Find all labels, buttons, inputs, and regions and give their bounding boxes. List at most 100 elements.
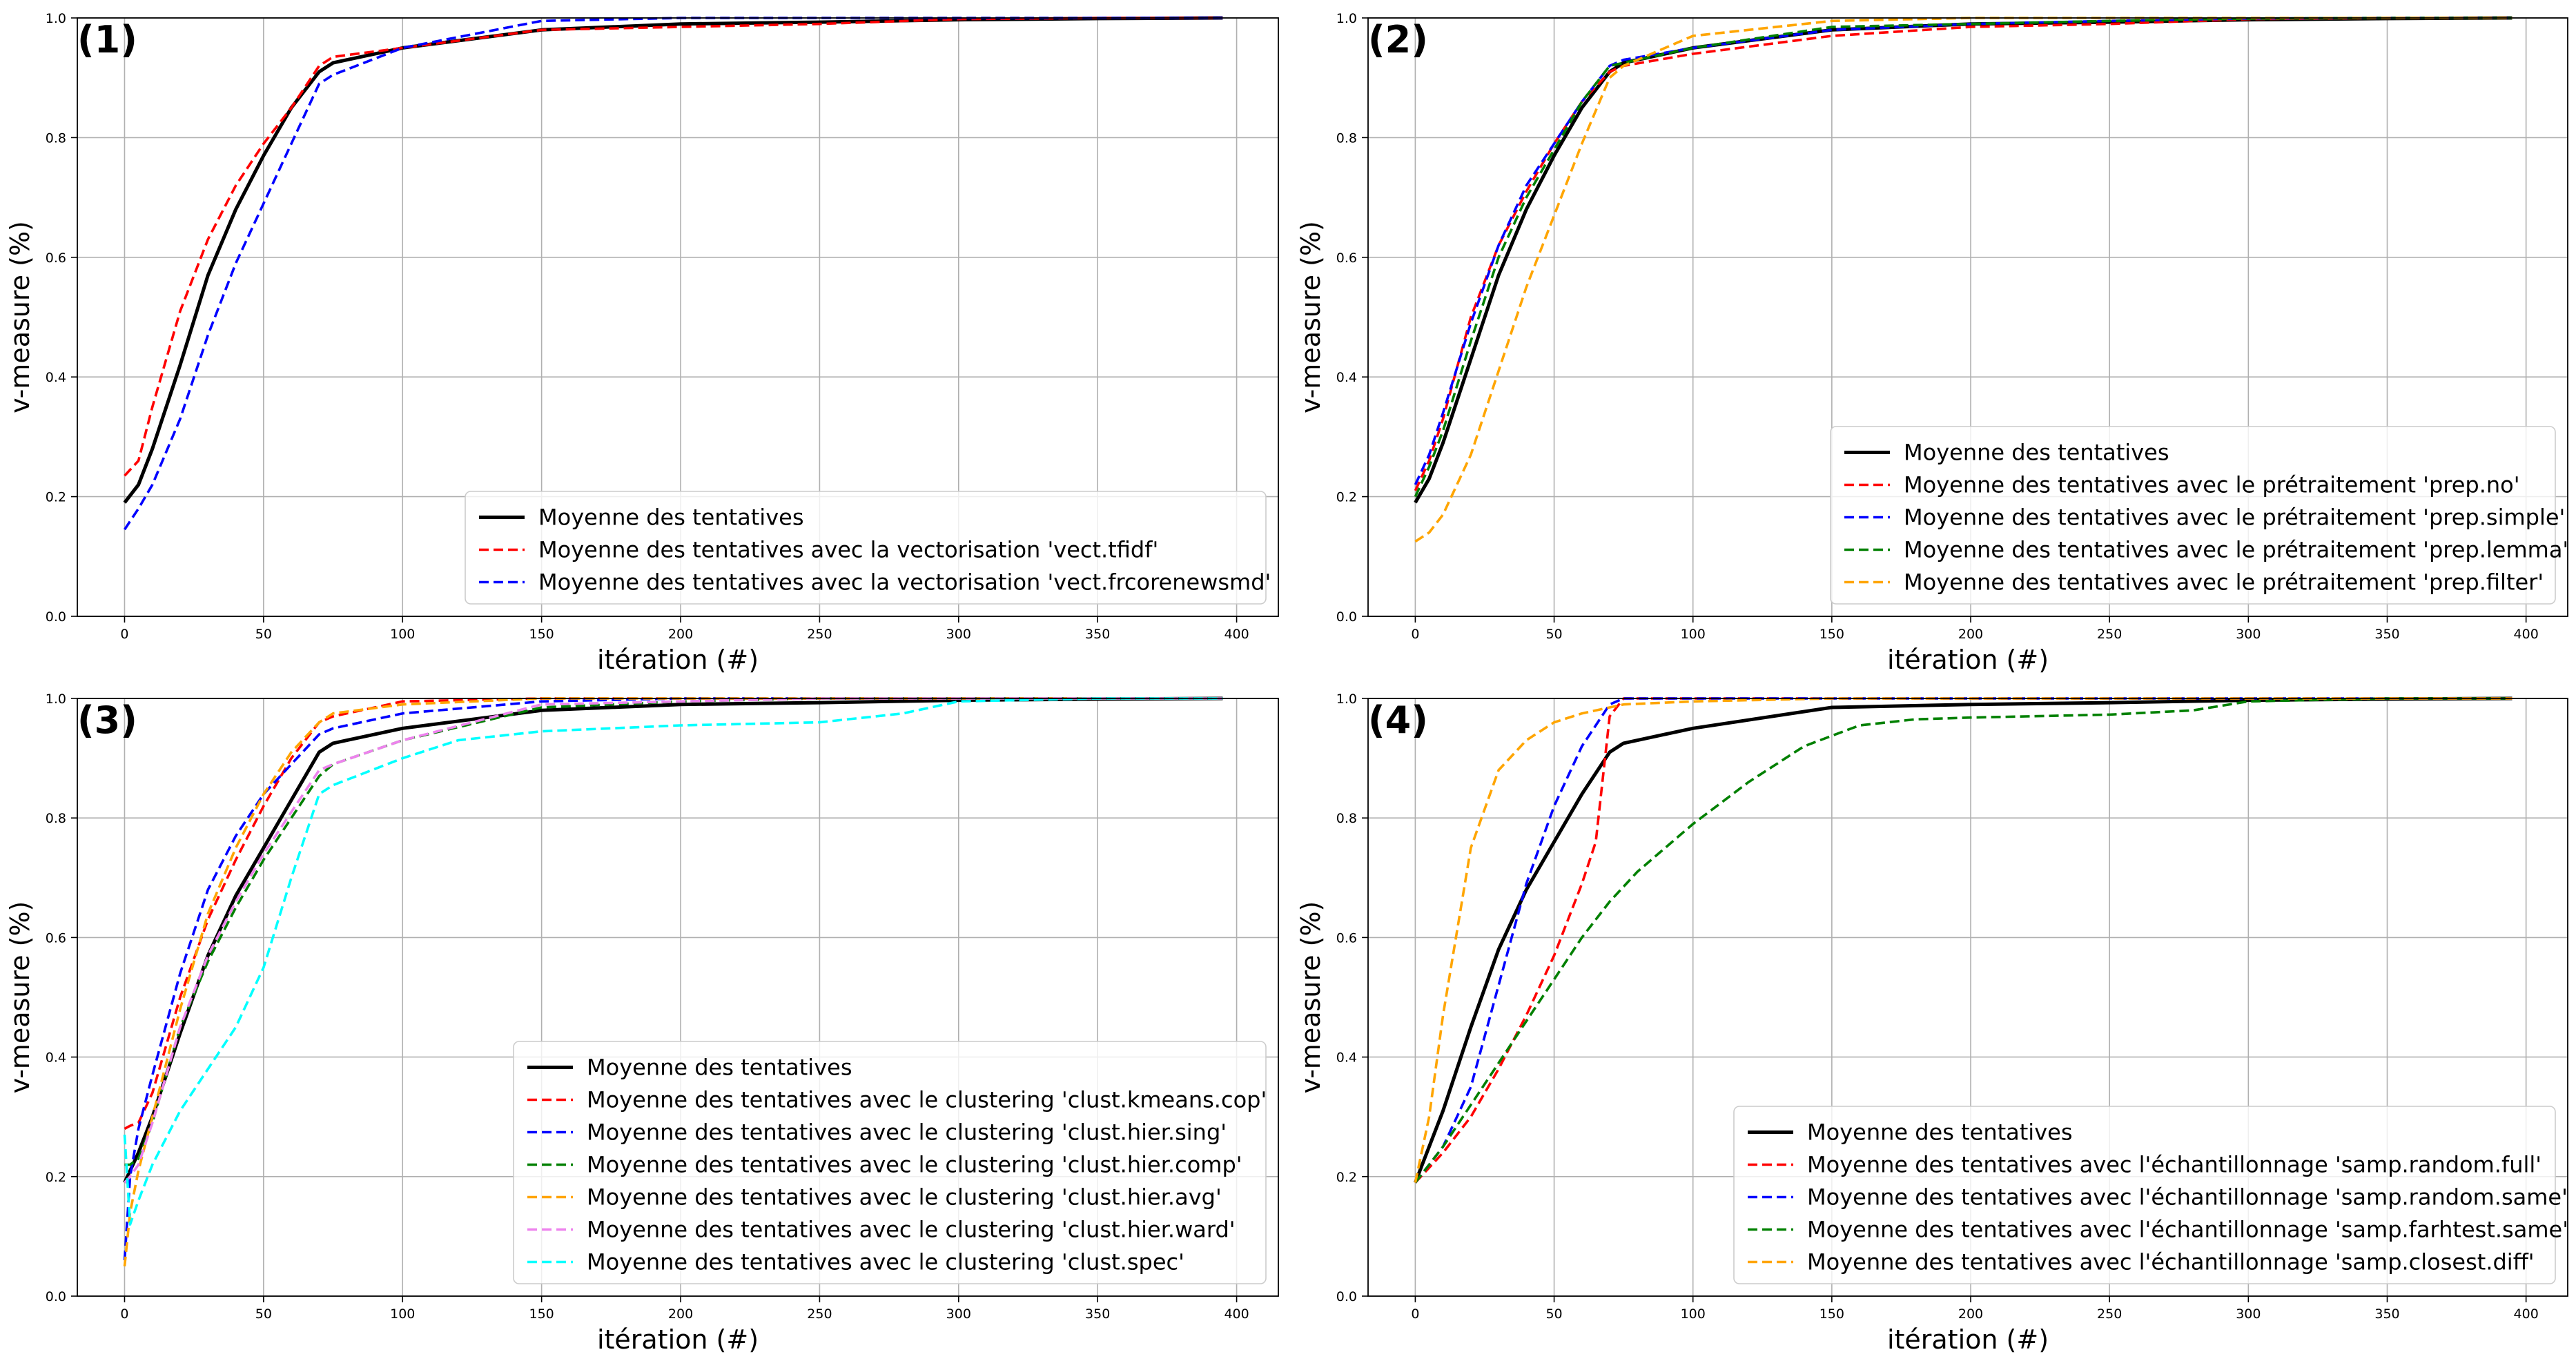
legend-label: Moyenne des tentatives avec l'échantillo… (1807, 1184, 2568, 1211)
y-tick-label: 0.8 (1336, 811, 1357, 826)
x-tick-label: 250 (2097, 1306, 2122, 1322)
series-line-0 (1414, 696, 2512, 1184)
x-tick-label: 300 (2236, 627, 2261, 642)
legend: Moyenne des tentatives Moyenne des tentat… (1733, 1106, 2568, 1284)
legend: Moyenne des tentatives Moyenne des tentat… (1830, 426, 2568, 605)
y-tick-label: 0.2 (1336, 490, 1357, 505)
y-tick-label: 1.0 (1336, 11, 1357, 26)
x-tick-label: 200 (1958, 1306, 1983, 1322)
x-tick-label: 50 (255, 1306, 272, 1322)
x-tick-label: 350 (2374, 1306, 2399, 1322)
series-line-4 (1414, 697, 2512, 1183)
x-tick-label: 400 (2514, 627, 2539, 642)
panel-tag: (3) (77, 698, 137, 742)
x-tick-label: 350 (1085, 627, 1110, 642)
y-tick-label: 0.8 (1336, 130, 1357, 146)
legend-box (1830, 426, 2556, 605)
legend: Moyenne des tentatives Moyenne des tentat… (513, 1041, 1267, 1284)
x-tick-label: 0 (120, 627, 128, 642)
legend-label: Moyenne des tentatives avec l'échantillo… (1807, 1152, 2541, 1178)
x-tick-label: 50 (1545, 1306, 1562, 1322)
series-line-1 (1414, 17, 2512, 491)
legend-label: Moyenne des tentatives (587, 1055, 852, 1081)
y-axis-label: v-measure (%) (5, 901, 35, 1094)
y-tick-label: 1.0 (46, 692, 66, 707)
x-axis-label: itération (#) (1887, 645, 2049, 675)
x-tick-label: 200 (1958, 627, 1983, 642)
panel-tag: (4) (1368, 698, 1428, 742)
x-tick-label: 400 (1224, 1306, 1249, 1322)
legend-label: Moyenne des tentatives avec le prétraite… (1904, 505, 2565, 531)
panel-tag: (2) (1368, 18, 1428, 61)
legend-label: Moyenne des tentatives (538, 505, 803, 531)
x-tick-label: 100 (1681, 1306, 1706, 1322)
x-tick-label: 200 (668, 627, 693, 642)
y-axis-label: v-measure (%) (1296, 901, 1326, 1094)
legend-label: Moyenne des tentatives avec le prétraite… (1904, 537, 2568, 563)
x-tick-label: 150 (529, 627, 554, 642)
x-tick-label: 0 (1411, 1306, 1419, 1322)
y-tick-label: 0.0 (1336, 1289, 1357, 1304)
y-tick-label: 0.0 (46, 1289, 66, 1304)
legend-label: Moyenne des tentatives avec le clusterin… (587, 1184, 1222, 1211)
y-tick-label: 0.4 (1336, 370, 1357, 385)
panel-tag: (1) (77, 18, 137, 61)
axes-frame (77, 17, 1279, 617)
y-tick-label: 0.4 (46, 1050, 66, 1066)
y-tick-label: 0.8 (46, 130, 66, 146)
legend-label: Moyenne des tentatives avec la vectorisa… (538, 537, 1158, 563)
x-tick-label: 50 (255, 627, 272, 642)
y-tick-label: 1.0 (1336, 692, 1357, 707)
y-tick-label: 0.6 (46, 930, 66, 946)
y-tick-label: 0.4 (1336, 1050, 1357, 1066)
y-tick-label: 0.0 (46, 609, 66, 625)
y-axis-label: v-measure (%) (1296, 221, 1326, 413)
x-tick-label: 250 (807, 1306, 832, 1322)
series-line-3 (1414, 697, 2512, 1184)
y-tick-label: 0.2 (46, 1170, 66, 1185)
series-line-2 (123, 697, 1223, 1261)
y-axis-label: v-measure (%) (5, 221, 35, 413)
x-tick-label: 300 (946, 1306, 971, 1322)
y-tick-label: 0.2 (1336, 1170, 1357, 1185)
y-tick-label: 0.4 (46, 370, 66, 385)
chart-panel-1: 0 50 100 150 200 250 300 350 400 0.0 0.2 0.4 0.6 0.8 1… (5, 11, 1279, 675)
series-line-1 (1414, 697, 2512, 1184)
chart-panel-2: 0 50 100 150 200 250 300 350 400 0.0 0.2 0.4 0.6 0.8 1… (1296, 11, 2568, 675)
x-tick-label: 50 (1545, 627, 1562, 642)
series-line-4 (123, 697, 1223, 1266)
x-axis-label: itération (#) (1887, 1324, 2049, 1355)
legend-box (465, 491, 1267, 605)
x-tick-label: 100 (1681, 627, 1706, 642)
x-tick-label: 150 (1819, 627, 1844, 642)
series-line-3 (1414, 17, 2512, 498)
x-tick-label: 300 (2236, 1306, 2261, 1322)
x-tick-label: 400 (1224, 627, 1249, 642)
y-tick-label: 0.6 (1336, 930, 1357, 946)
axes-frame (1367, 17, 2568, 617)
x-tick-label: 0 (120, 1306, 128, 1322)
chart-panel-3: 0 50 100 150 200 250 300 350 400 0.0 0.2 0.4 0.6 0.8 1… (5, 692, 1279, 1355)
x-tick-label: 100 (390, 627, 415, 642)
legend-label: Moyenne des tentatives (1807, 1119, 2072, 1146)
legend-box (1733, 1106, 2556, 1284)
x-tick-label: 150 (1819, 1306, 1844, 1322)
y-tick-label: 0.2 (46, 490, 66, 505)
legend-label: Moyenne des tentatives avec l'échantillo… (1807, 1217, 2568, 1243)
legend-label: Moyenne des tentatives avec la vectorisa… (538, 569, 1271, 596)
legend-box (513, 1041, 1267, 1284)
x-axis-label: itération (#) (597, 645, 759, 675)
legend-label: Moyenne des tentatives (1904, 440, 2169, 466)
y-tick-label: 0.6 (1336, 251, 1357, 266)
x-tick-label: 200 (668, 1306, 693, 1322)
y-tick-label: 0.0 (1336, 609, 1357, 625)
x-tick-label: 350 (1085, 1306, 1110, 1322)
x-tick-label: 0 (1411, 627, 1419, 642)
series-line-0 (123, 16, 1223, 504)
legend-label: Moyenne des tentatives avec le clusterin… (587, 1087, 1267, 1113)
y-tick-label: 0.8 (46, 811, 66, 826)
x-tick-label: 300 (946, 627, 971, 642)
axes-frame (1367, 698, 2568, 1297)
legend-label: Moyenne des tentatives avec le clusterin… (587, 1217, 1236, 1243)
